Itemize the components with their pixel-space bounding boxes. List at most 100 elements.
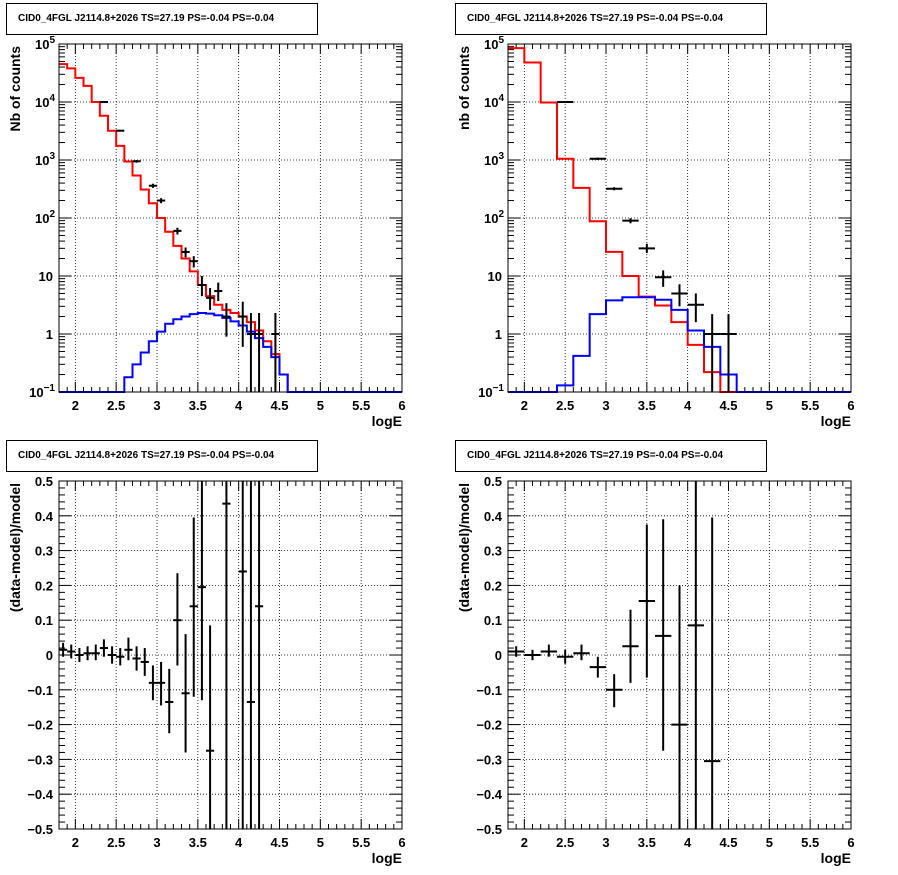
x-tick-label: 3 [153, 835, 160, 850]
y-tick-label: −0.2 [476, 718, 502, 733]
x-tick-label: 3 [602, 835, 609, 850]
x-tick-label: 5 [766, 835, 773, 850]
data-point [99, 639, 108, 657]
data-point [687, 293, 704, 323]
x-tick-label: 4.5 [270, 398, 288, 413]
data-point [189, 256, 198, 268]
data-point [638, 243, 655, 253]
data-point [606, 674, 623, 708]
data-point [173, 227, 182, 235]
x-tick-label: 4.5 [719, 398, 737, 413]
y-axis-label: (data-model)/model [456, 483, 472, 612]
y-tick-label: 104 [35, 93, 55, 110]
y-tick-label: 105 [484, 35, 504, 52]
y-axis-label: Nb of counts [7, 46, 23, 132]
x-tick-label: 2.5 [107, 835, 125, 850]
x-tick-label: 2 [72, 835, 79, 850]
data-point [255, 481, 264, 829]
data-point [655, 270, 672, 287]
chart-title: CID0_4FGL J2114.8+2026 TS=27.19 PS=-0.04… [6, 440, 318, 472]
y-tick-label: 0.3 [484, 544, 502, 559]
y-tick-label: 0.2 [35, 578, 53, 593]
data-point [622, 218, 639, 224]
data-point [704, 314, 721, 392]
y-tick-label: −0.4 [27, 787, 53, 802]
chart-title: CID0_4FGL J2114.8+2026 TS=27.19 PS=-0.04… [455, 3, 767, 35]
data-point [271, 313, 280, 392]
x-tick-label: 3.5 [638, 835, 656, 850]
y-axis-label: (data-model)/model [7, 483, 23, 612]
data-point [206, 625, 215, 829]
data-point [687, 481, 704, 829]
x-tick-label: 2.5 [556, 835, 574, 850]
data-point [222, 481, 231, 829]
data-point [704, 517, 721, 829]
y-axis: 0.5 0.4 0.3 0.2 0.1 0 −0.1 −0.2 −0.3 −0.4 −0.5 [27, 474, 402, 837]
y-tick-label: 0.1 [484, 613, 502, 628]
x-tick-label: 5 [317, 835, 324, 850]
data-point [132, 160, 141, 163]
panel-counts-left: 2 2.5 3 3.5 4 4.5 5 5.5 6 logE 10−1 1 10 102 103 104 105… [0, 0, 449, 437]
x-tick-label: 4 [235, 835, 243, 850]
data-point [238, 301, 247, 347]
x-axis: 2 2.5 3 3.5 4 4.5 5 5.5 6 [507, 481, 855, 850]
x-tick-label: 5 [766, 398, 773, 413]
grid [59, 44, 402, 392]
x-tick-label: 2 [72, 398, 79, 413]
y-tick-label: −0.2 [27, 718, 53, 733]
x-tick-label: 4 [235, 398, 243, 413]
data-point [255, 313, 264, 392]
data-point [165, 668, 174, 734]
data-point [116, 648, 125, 666]
data-point [222, 303, 231, 337]
plot-frame-border [507, 43, 852, 393]
y-tick-label: −0.5 [27, 822, 53, 837]
data-point [91, 644, 100, 661]
data-point [524, 649, 541, 661]
chart-title: CID0_4FGL J2114.8+2026 TS=27.19 PS=-0.04… [6, 3, 318, 35]
data-point [116, 129, 125, 132]
y-tick-label: 0 [495, 648, 502, 663]
y-tick-label: −0.1 [27, 683, 53, 698]
data-point [99, 101, 108, 103]
y-tick-label: 103 [484, 151, 504, 168]
data-point [206, 288, 215, 310]
data-point [148, 665, 157, 701]
y-tick-label: 1 [495, 327, 502, 342]
panel-residual-right: 2 2.5 3 3.5 4 4.5 5 5.5 6 logE 0.5 0.4 0.3 0.2 0.1 0 −0.… [449, 437, 898, 875]
x-tick-label: 4 [684, 398, 692, 413]
y-axis: 0.5 0.4 0.3 0.2 0.1 0 −0.1 −0.2 −0.3 −0.4 −0.5 [476, 474, 851, 837]
data-point [238, 481, 247, 829]
x-tick-label: 6 [398, 835, 405, 850]
data-point [173, 573, 182, 666]
data-point [720, 314, 737, 392]
data-points [99, 101, 280, 392]
y-tick-label: 0.4 [35, 509, 54, 524]
y-axis-label: nb of counts [456, 46, 472, 130]
grid [59, 481, 402, 829]
x-tick-label: 3 [602, 398, 609, 413]
data-point [589, 157, 606, 160]
data-point [75, 648, 84, 662]
data-point [638, 524, 655, 678]
x-axis-label: logE [821, 850, 851, 866]
panel-counts-right: 2 2.5 3 3.5 4 4.5 5 5.5 6 logE 10−1 1 10 102 103 104 105… [449, 0, 898, 437]
data-point [508, 646, 525, 657]
x-tick-label: 5.5 [352, 398, 370, 413]
x-tick-label: 2.5 [556, 398, 574, 413]
data-point [606, 187, 623, 191]
y-tick-label: 0 [46, 648, 53, 663]
data-point [67, 644, 76, 659]
data-points [508, 481, 721, 829]
y-axis: 10−1 1 10 102 103 104 105 [29, 35, 402, 400]
y-tick-label: −0.1 [476, 683, 502, 698]
plot-frame-border [58, 43, 403, 393]
x-tick-label: 5 [317, 398, 324, 413]
data-point [189, 517, 198, 697]
y-tick-label: 0.5 [35, 474, 53, 489]
y-tick-label: 10 [488, 269, 502, 284]
x-axis: 2 2.5 3 3.5 4 4.5 5 5.5 6 [58, 481, 406, 850]
